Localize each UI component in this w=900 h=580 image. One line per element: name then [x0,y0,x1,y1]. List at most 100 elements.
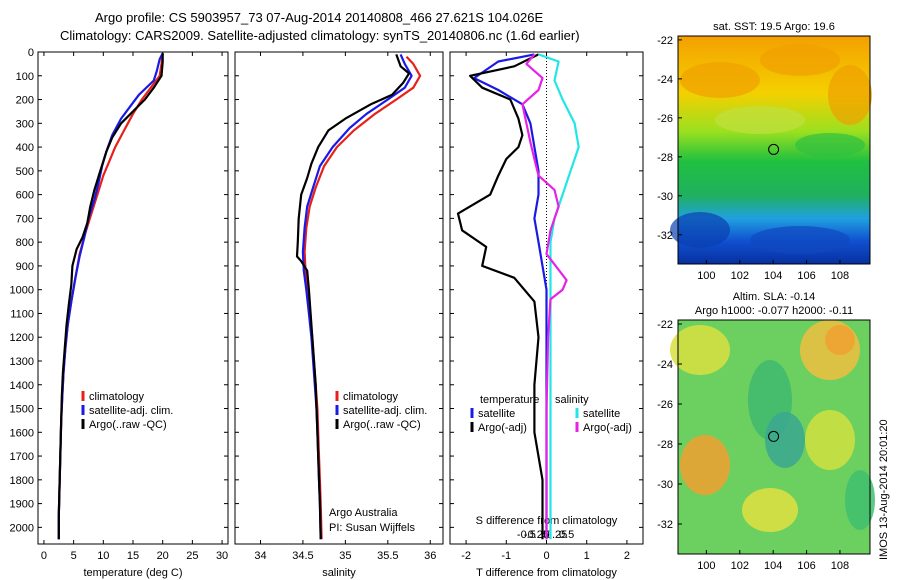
y-tick-label: 1600 [10,427,34,439]
legend-label: Argo(-adj) [583,422,632,434]
y-tick-label: 100 [16,71,34,83]
sla-patch [845,470,875,530]
map-y-tick-label: -22 [657,319,673,331]
x-tick-label: 30 [216,550,228,562]
map-x-tick-label: 108 [831,270,849,282]
y-tick-label: 600 [16,190,34,202]
map-y-tick-label: -30 [657,479,673,491]
legend-label: Argo(-adj) [478,422,527,434]
map-x-tick-label: 102 [731,270,749,282]
plot-frame-temperature [37,51,229,545]
map-y-tick-label: -24 [657,359,673,371]
y-tick-label: 2000 [10,522,34,534]
sst-patch [795,133,865,157]
x-tick-label: 34 [254,550,266,562]
s-tick-label: -0.5 [517,529,536,541]
map-sla: Altim. SLA: -0.14 Argo h1000: -0.077 h200… [657,291,875,572]
y-tick-label: 1300 [10,356,34,368]
x-tick-label: 25 [186,550,198,562]
x-axis-label: T difference from climatology [476,567,617,579]
sst-patch [828,65,872,125]
sst-patch [670,212,730,248]
map-y-tick-label: -22 [657,35,673,47]
sst-patch [715,106,805,134]
legend-label: satellite-adj. clim. [343,405,427,417]
sla-patch [765,412,805,468]
map-sst: sat. SST: 19.5 Argo: 19.6 100 102 104 106 108… [657,21,872,282]
y-tick-label: 900 [16,261,34,273]
x-axis-label: salinity [322,567,356,579]
y-tick-label: 800 [16,237,34,249]
annotation-line: Argo Australia [329,507,398,519]
x-tick-label: 35 [339,550,351,562]
y-tick-label: 300 [16,118,34,130]
x-tick-label: 15 [127,550,139,562]
y-tick-label: 1700 [10,451,34,463]
x-tick-label: 1 [584,550,590,562]
sla-patch [825,325,855,355]
map-frame [677,319,871,555]
plot-frame-salinity [234,51,444,545]
series-line [521,53,568,540]
map-y-tick-label: -26 [657,399,673,411]
legend-title-salinity: salinity [555,394,589,406]
y-tick-label: 1200 [10,332,34,344]
chart-title-line-2: Climatology: CARS2009. Satellite-adjuste… [60,28,580,43]
chart-title-line-1: Argo profile: CS 5903957_73 07-Aug-2014 … [95,10,544,25]
map-x-tick-label: 102 [731,560,749,572]
y-tick-label: 200 [16,95,34,107]
legend-label: climatology [89,391,145,403]
y-tick-label: 500 [16,166,34,178]
x-tick-label: 34.5 [292,550,313,562]
x-axis-label: temperature (deg C) [83,567,182,579]
x-tick-label: 35.5 [377,550,398,562]
map-frame [677,35,871,265]
legend-label: satellite [478,408,515,420]
panel-temperature: 0100200300400500600700800900100011001200… [10,47,229,579]
x-tick-label: 5 [71,550,77,562]
sla-patch [680,435,730,495]
series-line [57,52,164,540]
legend-label: satellite-adj. clim. [89,405,173,417]
x-tick-label: -2 [461,550,471,562]
y-tick-label: 1500 [10,404,34,416]
y-tick-label: 1000 [10,285,34,297]
map-x-tick-label: 106 [797,270,815,282]
series-line [473,53,548,540]
argo-position-marker [768,143,780,155]
x-tick-label: 0 [41,550,47,562]
y-tick-label: 1900 [10,499,34,511]
series-line [456,53,544,540]
series-line [303,56,422,540]
x-tick-label: 36 [424,550,436,562]
map-x-tick-label: 104 [764,270,782,282]
legend-title-temperature: temperature [480,394,539,406]
annotation-line: PI: Susan Wijffels [329,522,415,534]
sla-patch [742,488,798,532]
panel-salinity: 34 34.5 35 35.5 36 salinity climatology satelli… [234,51,444,579]
y-tick-label: 1800 [10,475,34,487]
legend-label: satellite [583,408,620,420]
x-tick-label: 2 [624,550,630,562]
map-title-line-2: Argo h1000: -0.077 h2000: -0.11 [695,305,853,317]
map-y-tick-label: -28 [657,439,673,451]
series-line [57,53,164,540]
map-y-tick-label: -32 [657,230,673,242]
x-tick-label: 10 [97,550,109,562]
map-x-tick-label: 106 [797,560,815,572]
timestamp-stamp: IMOS 13-Aug-2014 20:01:20 [878,419,890,560]
sst-patch [750,226,850,254]
argo-position-marker [768,430,780,442]
y-tick-label: 1400 [10,380,34,392]
map-y-tick-label: -30 [657,191,673,203]
map-x-tick-label: 100 [697,560,715,572]
y-tick-label: 400 [16,142,34,154]
sla-patch [670,325,730,375]
legend-label: Argo(..raw -QC) [89,419,167,431]
map-y-tick-label: -26 [657,113,673,125]
legend-label: Argo(..raw -QC) [343,419,421,431]
x-tick-label: 0 [543,550,549,562]
map-y-tick-label: -28 [657,152,673,164]
